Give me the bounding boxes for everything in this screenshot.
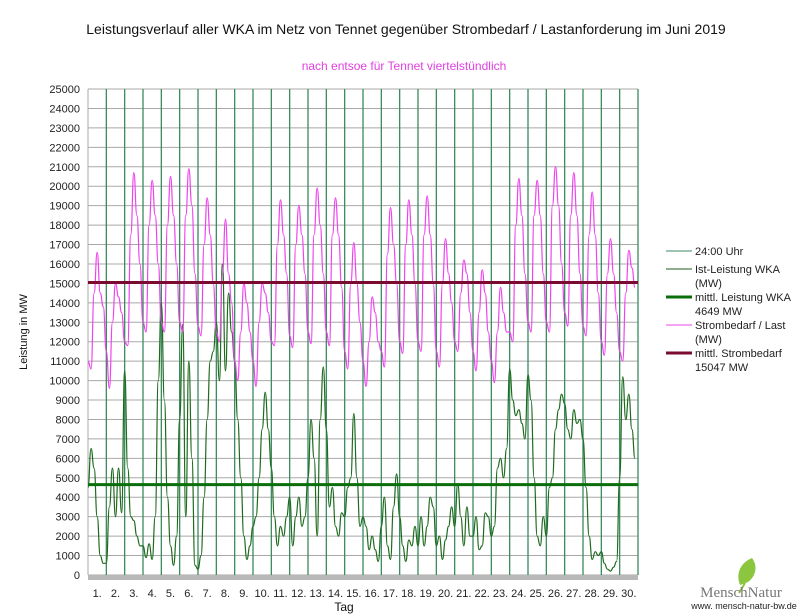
y-tick-label: 21000 — [49, 162, 80, 174]
y-axis-label: Leistung in MW — [18, 293, 30, 369]
y-tick-label: 20000 — [49, 181, 80, 193]
logo — [738, 558, 756, 594]
x-tick-label: 22. — [475, 588, 490, 600]
x-tick-label: 7. — [203, 588, 212, 600]
y-tick-label: 18000 — [49, 220, 80, 232]
x-tick-label: 24. — [511, 588, 526, 600]
x-tick-label: 18. — [401, 588, 416, 600]
y-tick-label: 14000 — [49, 298, 80, 310]
x-tick-label: 17. — [383, 588, 398, 600]
y-tick-label: 9000 — [56, 395, 80, 407]
x-tick-label: 6. — [184, 588, 193, 600]
x-tick-label: 3. — [129, 588, 138, 600]
y-tick-label: 25000 — [49, 84, 80, 96]
x-tick-label: 29. — [603, 588, 618, 600]
x-tick-label: 27. — [566, 588, 581, 600]
series-line-load — [87, 166, 636, 389]
x-tick-label: 26. — [548, 588, 563, 600]
y-tick-label: 22000 — [49, 142, 80, 154]
y-tick-label: 19000 — [49, 201, 80, 213]
x-tick-label: 2. — [111, 588, 120, 600]
y-tick-label: 17000 — [49, 240, 80, 252]
x-tick-label: 25. — [530, 588, 545, 600]
legend-label-line2: 4649 MW — [695, 306, 743, 318]
y-tick-label: 2000 — [56, 531, 80, 543]
y-tick-label: 0 — [74, 570, 80, 582]
x-tick-label: 12. — [291, 588, 306, 600]
y-tick-label: 6000 — [56, 453, 80, 465]
x-tick-label: 28. — [585, 588, 600, 600]
logo-text: MenschNatur — [700, 585, 782, 601]
y-tick-label: 8000 — [56, 414, 80, 426]
legend-label: mittl. Strombedarf — [695, 348, 783, 360]
x-tick-label: 21. — [456, 588, 471, 600]
x-axis-band — [88, 575, 638, 580]
y-tick-label: 12000 — [49, 337, 80, 349]
legend-label-line2: (MW) — [695, 278, 722, 290]
x-tick-label: 11. — [273, 588, 287, 600]
y-tick-label: 11000 — [50, 356, 80, 368]
y-tick-label: 3000 — [56, 512, 80, 524]
chart-title: Leistungsverlauf aller WKA im Netz von T… — [86, 21, 726, 37]
x-tick-label: 1. — [93, 588, 102, 600]
y-tick-label: 16000 — [49, 259, 80, 271]
y-tick-label: 13000 — [49, 317, 80, 329]
chart-subtitle: nach entsoe für Tennet viertelstündlich — [302, 59, 507, 73]
legend-label: Ist-Leistung WKA — [695, 264, 781, 276]
x-tick-label: 16. — [365, 588, 380, 600]
logo-url: www. mensch-natur-bw.de — [690, 601, 797, 611]
ginkgo-leaf-icon — [738, 558, 756, 585]
x-tick-label: 5. — [166, 588, 175, 600]
x-tick-label: 8. — [221, 588, 230, 600]
y-tick-label: 4000 — [56, 492, 80, 504]
y-tick-label: 24000 — [49, 103, 80, 115]
y-tick-label: 15000 — [49, 278, 80, 290]
x-tick-label: 13. — [310, 588, 325, 600]
series-line-wka — [87, 263, 636, 572]
series-group — [87, 166, 636, 572]
legend-label: 24:00 Uhr — [695, 246, 744, 258]
x-tick-label: 23. — [493, 588, 508, 600]
x-tick-label: 30. — [621, 588, 636, 600]
y-tick-label: 7000 — [56, 434, 80, 446]
x-axis-label: Tag — [334, 600, 353, 614]
y-tick-label: 5000 — [56, 473, 80, 485]
ginkgo-stem — [738, 582, 746, 594]
x-tick-label: 20. — [438, 588, 453, 600]
x-tick-label: 15. — [346, 588, 361, 600]
x-tick-label: 4. — [148, 588, 157, 600]
x-tick-label: 19. — [420, 588, 435, 600]
legend-label: Strombedarf / Last — [695, 320, 786, 332]
x-tick-label: 9. — [239, 588, 248, 600]
legend-label-line2: (MW) — [695, 334, 722, 346]
y-axis-ticks: 0 1000 2000 3000 4000 5000 6000 7000 8000 9000 100… — [49, 84, 80, 582]
legend-label: mittl. Leistung WKA — [695, 292, 792, 304]
x-axis-ticks: 1. 2. 3. 4. 5. 6. 7. 8. 9. 10. 11. 12. 13. 14. 15. 16. 1… — [93, 588, 637, 600]
x-tick-label: 10. — [255, 588, 270, 600]
y-tick-label: 10000 — [49, 376, 80, 388]
legend-label-line2: 15047 MW — [695, 362, 749, 374]
legend: 24:00 Uhr Ist-Leistung WKA (MW) mittl. Leis… — [666, 246, 792, 374]
y-tick-label: 1000 — [56, 551, 80, 563]
reference-lines — [88, 280, 638, 487]
x-tick-label: 14. — [328, 588, 343, 600]
y-tick-label: 23000 — [49, 123, 80, 135]
